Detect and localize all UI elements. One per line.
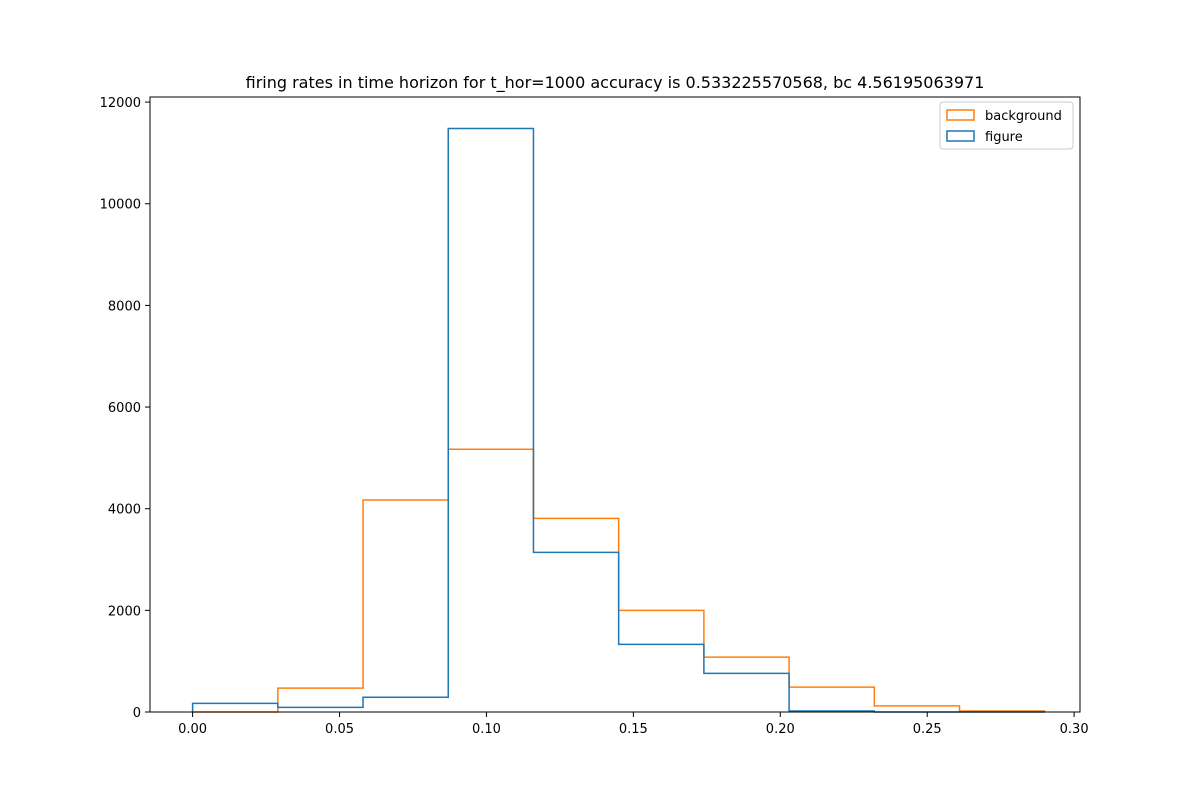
y-tick-label: 4000	[108, 503, 141, 518]
bar-background-3	[448, 449, 533, 712]
bar-background-1	[278, 688, 363, 712]
bar-figure-6	[704, 673, 789, 712]
legend: background figure	[939, 101, 1074, 150]
x-tick-label: 0.00	[178, 722, 207, 737]
bar-figure-5	[619, 644, 704, 712]
x-tick-label: 0.30	[1060, 722, 1089, 737]
legend-label-background: background	[985, 109, 1062, 124]
bar-background-7	[789, 687, 874, 712]
bar-background-2	[363, 500, 448, 712]
chart-title: firing rates in time horizon for t_hor=1…	[246, 73, 985, 93]
y-axis: 0 2000 4000 6000 8000 10000 12000	[100, 96, 150, 721]
legend-swatch-background	[946, 109, 975, 121]
y-tick-label: 0	[133, 706, 141, 721]
x-tick-label: 0.05	[325, 722, 354, 737]
x-tick-label: 0.25	[913, 722, 942, 737]
y-tick-label: 2000	[108, 604, 141, 619]
legend-label-figure: figure	[985, 130, 1023, 145]
legend-swatch-figure	[946, 130, 975, 142]
bar-figure-2	[363, 697, 448, 712]
bar-figure-0	[193, 703, 278, 712]
x-axis: 0.00 0.05 0.10 0.15 0.20 0.25 0.30	[178, 712, 1089, 737]
x-tick-label: 0.15	[619, 722, 648, 737]
x-tick-label: 0.10	[472, 722, 501, 737]
bar-figure-4	[533, 552, 618, 712]
series-layer	[191, 127, 1046, 713]
y-tick-label: 8000	[108, 299, 141, 314]
y-tick-label: 10000	[100, 198, 141, 213]
bar-figure-3	[448, 129, 533, 712]
bar-background-6	[704, 657, 789, 712]
axes-frame	[149, 96, 1081, 713]
series-figure-outline	[191, 127, 1045, 713]
bar-background-5	[619, 610, 704, 712]
y-tick-label: 6000	[108, 401, 141, 416]
bar-background-4	[533, 518, 618, 712]
x-tick-label: 0.20	[766, 722, 795, 737]
bar-background-8	[874, 706, 959, 712]
y-tick-label: 12000	[100, 96, 141, 111]
